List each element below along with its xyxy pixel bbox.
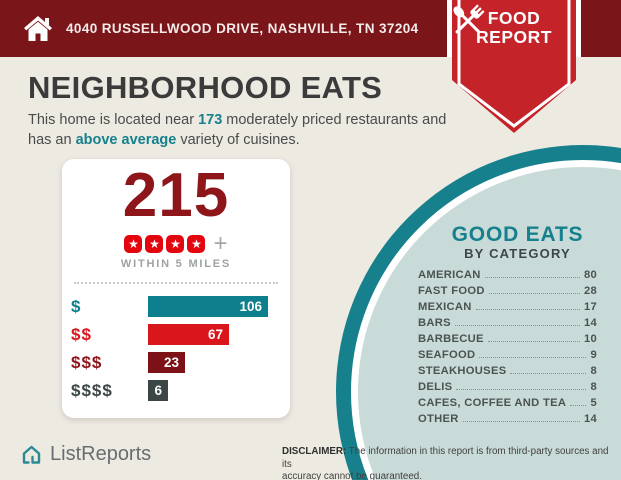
dotted-leader (456, 389, 587, 390)
star-icon: ★ (124, 235, 143, 253)
category-row: MEXICAN 17 (418, 301, 597, 317)
bar-row: $$ 67 (62, 324, 290, 345)
intro-line1: This home is located near 173 moderately… (28, 111, 446, 131)
category-label: BARS (418, 317, 451, 329)
category-label: CAFES, COFFEE AND TEA (418, 397, 567, 409)
good-eats-subtitle: BY CATEGORY (464, 246, 571, 261)
category-value: 14 (583, 317, 597, 329)
price-bar: 67 (148, 324, 229, 345)
price-tier-label: $$ (71, 324, 92, 344)
category-value: 80 (583, 269, 597, 281)
category-row: SEAFOOD 9 (418, 349, 597, 365)
listreports-house-icon (22, 445, 41, 464)
dotted-leader (454, 325, 580, 326)
brand-name: ListReports (50, 443, 152, 465)
category-list: AMERICAN 80 FAST FOOD 28 MEXICAN 17 BARS 14 BARB… (418, 269, 597, 429)
category-label: STEAKHOUSES (418, 365, 507, 377)
category-value: 8 (590, 381, 597, 393)
intro-line2-pre: has an (28, 131, 76, 148)
ribbon-title-line1: FOOD (487, 8, 541, 28)
star-icon: ★ (187, 235, 206, 253)
fork-and-spoon-icon (453, 4, 485, 34)
dotted-leader (475, 309, 580, 310)
category-row: BARBECUE 10 (418, 333, 597, 349)
category-value: 10 (583, 333, 597, 345)
bar-value: 6 (154, 383, 162, 398)
radius-caption: WITHIN 5 MILES (120, 258, 232, 270)
food-report-ribbon: FOOD REPORT (447, 0, 581, 140)
disclaimer-line2: accuracy cannot be guaranteed. (282, 471, 422, 480)
bar-row: $$$$ 6 (62, 380, 290, 401)
total-restaurant-count: 215 (122, 161, 230, 230)
ribbon-shape (447, 0, 581, 133)
property-address: 4040 RUSSELLWOOD DRIVE, NASHVILLE, TN 37… (66, 21, 419, 36)
page-title: NEIGHBORHOOD EATS (28, 70, 383, 105)
category-value: 28 (583, 285, 597, 297)
price-tier-label: $$$$ (71, 380, 113, 400)
category-row: STEAKHOUSES 8 (418, 365, 597, 381)
dotted-leader (570, 405, 587, 406)
home-icon (24, 15, 52, 41)
intro-line1-post: moderately priced restaurants and (222, 112, 447, 128)
price-tier-label: $$$ (71, 352, 103, 372)
price-tier-label: $ (71, 296, 82, 316)
category-value: 17 (583, 301, 597, 313)
category-value: 5 (590, 397, 597, 409)
intro-paragraph: This home is located near 173 moderately… (28, 111, 446, 150)
star-icon: ★ (166, 235, 185, 253)
dotted-leader (510, 373, 587, 374)
dotted-divider (74, 282, 278, 284)
category-label: AMERICAN (418, 269, 481, 281)
disclaimer-label: DISCLAIMER: (282, 446, 347, 457)
bar-row: $106 (62, 296, 290, 317)
dotted-leader (479, 357, 587, 358)
star-icon: ★ (145, 235, 164, 253)
listreports-logo: ListReports (20, 443, 151, 466)
bar-value: 67 (207, 327, 223, 342)
category-row: CAFES, COFFEE AND TEA 5 (418, 397, 597, 413)
category-label: FAST FOOD (418, 285, 485, 297)
disclaimer-line1: The information in this report is from t… (282, 446, 609, 470)
good-eats-title: GOOD EATS (451, 223, 584, 246)
category-value: 9 (590, 349, 597, 361)
intro-line2: has an above average variety of cuisines… (28, 131, 446, 151)
category-row: FAST FOOD 28 (418, 285, 597, 301)
dotted-leader (484, 277, 580, 278)
category-label: MEXICAN (418, 301, 472, 313)
ribbon-title-line2: REPORT (476, 27, 552, 47)
bar-value: 106 (239, 299, 262, 314)
category-row: BARS 14 (418, 317, 597, 333)
variety-highlight: above average (75, 131, 177, 148)
bar-row: $$$ 23 (62, 352, 290, 373)
restaurant-count: 173 (198, 112, 223, 128)
dotted-leader (462, 421, 580, 422)
category-row: DELIS 8 (418, 381, 597, 397)
category-label: DELIS (418, 381, 453, 393)
category-value: 14 (583, 413, 597, 425)
category-label: OTHER (418, 413, 459, 425)
category-value: 8 (590, 365, 597, 377)
category-row: AMERICAN 80 (418, 269, 597, 285)
price-bar: 23 (148, 352, 185, 373)
disclaimer: DISCLAIMER: The information in this repo… (282, 446, 614, 480)
intro-line1-pre: This home is located near (28, 112, 199, 128)
plus-icon: + (213, 230, 228, 257)
star-rating-row: ★ ★ ★ ★ + (62, 230, 290, 257)
price-bar-chart: $106 $$ 67 $$$ 23 $$$$ 6 (62, 296, 290, 401)
category-label: SEAFOOD (418, 349, 476, 361)
category-label: BARBECUE (418, 333, 484, 345)
dotted-leader (487, 341, 580, 342)
restaurant-summary-card: 215 ★ ★ ★ ★ + WITHIN 5 MILES $106 $$ 67 $$$ 23 $$… (62, 159, 290, 418)
dotted-leader (488, 293, 580, 294)
ribbon-title: FOOD REPORT (447, 9, 581, 47)
intro-line2-post: variety of cuisines. (176, 131, 300, 148)
category-row: OTHER 14 (418, 413, 597, 429)
bar-value: 23 (163, 355, 179, 370)
price-bar: 6 (148, 380, 168, 401)
price-bar: 106 (148, 296, 268, 317)
